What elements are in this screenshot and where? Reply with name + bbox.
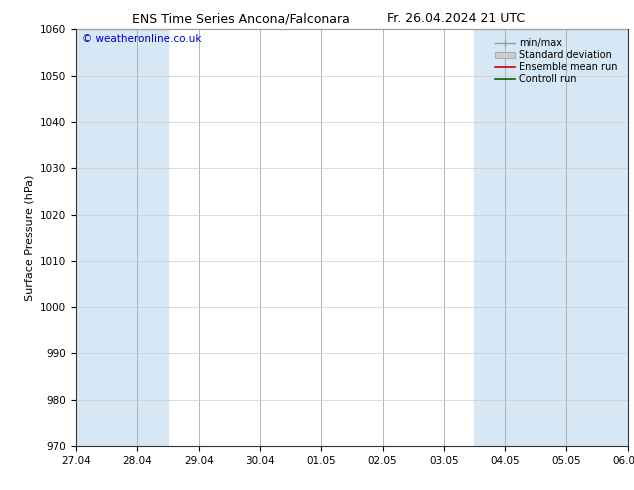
Bar xyxy=(107,29,168,446)
Bar xyxy=(597,29,628,446)
Bar xyxy=(536,29,597,446)
Bar xyxy=(474,29,536,446)
Text: Fr. 26.04.2024 21 UTC: Fr. 26.04.2024 21 UTC xyxy=(387,12,526,25)
Bar xyxy=(76,29,107,446)
Legend: min/max, Standard deviation, Ensemble mean run, Controll run: min/max, Standard deviation, Ensemble me… xyxy=(495,38,618,84)
Y-axis label: Surface Pressure (hPa): Surface Pressure (hPa) xyxy=(25,174,34,301)
Text: © weatheronline.co.uk: © weatheronline.co.uk xyxy=(82,34,201,44)
Text: ENS Time Series Ancona/Falconara: ENS Time Series Ancona/Falconara xyxy=(132,12,350,25)
